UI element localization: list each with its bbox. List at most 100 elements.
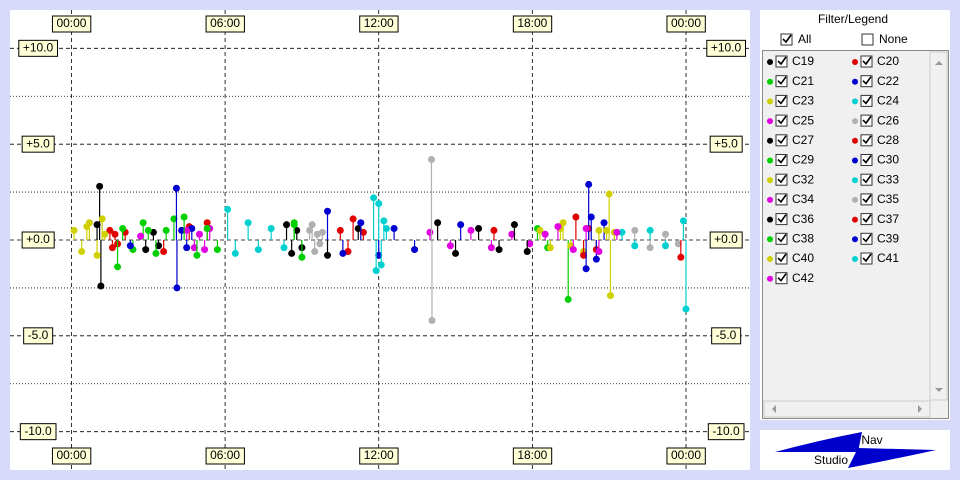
y-tick-label: +5.0 — [26, 136, 50, 150]
legend-checkbox[interactable] — [775, 232, 788, 245]
y-tick-label-box — [18, 39, 59, 57]
legend-label[interactable]: C25 — [792, 113, 814, 127]
legend-label[interactable]: C34 — [792, 192, 814, 206]
scroll-left[interactable] — [772, 405, 776, 413]
point — [78, 248, 86, 255]
point — [390, 225, 398, 232]
legend-label[interactable]: C20 — [877, 54, 899, 68]
legend-checkbox[interactable] — [860, 114, 873, 127]
point — [662, 230, 670, 238]
none-checkbox[interactable] — [861, 33, 874, 46]
legend-checkbox[interactable] — [775, 75, 788, 88]
y-tick-label: +10.0 — [23, 41, 54, 55]
x-tick-label: 00:00 — [56, 448, 86, 462]
legend-checkbox[interactable] — [775, 173, 788, 186]
scroll-down[interactable] — [935, 388, 943, 392]
legend-checkbox[interactable] — [860, 154, 873, 166]
point — [83, 223, 91, 231]
point — [160, 248, 168, 255]
legend-checkbox[interactable] — [775, 193, 788, 206]
point — [97, 282, 105, 290]
legend-checkbox[interactable] — [860, 252, 873, 265]
legend-checkbox[interactable] — [860, 213, 873, 226]
legend-label[interactable]: C27 — [792, 133, 814, 147]
legend-dot — [852, 98, 858, 105]
legend-checkbox[interactable] — [860, 75, 873, 88]
v-scrollbar[interactable] — [929, 51, 948, 401]
legend-label[interactable]: C26 — [877, 113, 899, 127]
legend-checkbox[interactable] — [775, 114, 788, 127]
legend-label[interactable]: C40 — [792, 251, 814, 265]
x-tick-label-box — [666, 15, 706, 33]
legend-checkbox[interactable] — [775, 55, 788, 68]
legend-dot — [852, 59, 858, 65]
point — [137, 232, 145, 240]
point — [70, 226, 78, 234]
point — [144, 226, 152, 234]
legend-label[interactable]: C38 — [792, 231, 814, 245]
legend-label[interactable]: C36 — [792, 212, 814, 226]
legend-label[interactable]: C19 — [792, 54, 814, 68]
legend-checkbox[interactable] — [775, 213, 788, 226]
x-tick-label: 18:00 — [517, 448, 547, 462]
y-tick-label: +5.0 — [714, 136, 738, 150]
all-label[interactable]: All — [798, 32, 811, 46]
legend-checkbox[interactable] — [860, 173, 873, 186]
legend-check — [777, 95, 787, 105]
scroll-right[interactable] — [918, 405, 922, 413]
y-tick-label: -5.0 — [716, 328, 737, 342]
legend-label[interactable]: C23 — [792, 94, 814, 108]
x-tick-label-box — [359, 447, 399, 465]
legend-label[interactable]: C39 — [877, 231, 899, 245]
x-tick-label: 06:00 — [210, 448, 240, 462]
legend-label[interactable]: C21 — [792, 74, 814, 88]
legend-label[interactable]: C33 — [877, 172, 899, 186]
legend-label[interactable]: C42 — [792, 271, 814, 285]
legend-checkbox[interactable] — [775, 94, 788, 107]
legend-label[interactable]: C28 — [877, 133, 899, 147]
legend-checkbox[interactable] — [775, 134, 788, 147]
legend-list — [762, 50, 949, 419]
point — [324, 251, 332, 259]
legend-checkbox[interactable] — [775, 252, 788, 265]
point — [631, 242, 639, 250]
legend-check — [777, 273, 787, 282]
point — [357, 219, 365, 227]
x-tick-label: 00:00 — [671, 16, 701, 30]
legend-checkbox[interactable] — [860, 232, 873, 245]
point — [372, 267, 380, 275]
legend-label[interactable]: C29 — [792, 153, 814, 167]
legend-label[interactable]: C37 — [877, 212, 899, 226]
point — [606, 292, 614, 300]
legend-label[interactable]: C35 — [877, 192, 899, 206]
legend-dot — [852, 157, 858, 164]
legend-check — [862, 214, 872, 223]
point — [490, 226, 498, 234]
point — [569, 246, 577, 254]
legend-checkbox[interactable] — [860, 134, 873, 147]
h-scrollbar[interactable] — [763, 400, 931, 418]
all-checkbox[interactable] — [780, 33, 793, 46]
legend-check — [777, 233, 787, 243]
point — [603, 226, 611, 234]
scroll-up[interactable] — [935, 61, 943, 65]
x-tick-label: 18:00 — [517, 16, 547, 30]
legend-check — [862, 95, 872, 105]
legend-dot — [767, 196, 773, 203]
legend-label[interactable]: C30 — [877, 153, 899, 167]
legend-checkbox[interactable] — [860, 55, 873, 68]
none-label[interactable]: None — [879, 32, 908, 46]
legend-label[interactable]: C24 — [877, 94, 899, 108]
legend-checkbox[interactable] — [860, 193, 873, 206]
point — [546, 244, 554, 252]
legend-check — [777, 214, 787, 223]
legend-label[interactable]: C41 — [877, 251, 899, 265]
legend-label[interactable]: C32 — [792, 172, 814, 186]
legend-checkbox[interactable] — [860, 94, 873, 107]
point — [203, 225, 211, 232]
legend-label[interactable]: C22 — [877, 74, 899, 88]
legend-dot — [852, 78, 858, 85]
legend-checkbox[interactable] — [775, 272, 788, 285]
legend-checkbox[interactable] — [775, 154, 788, 166]
y-tick-label: -10.0 — [712, 424, 740, 438]
